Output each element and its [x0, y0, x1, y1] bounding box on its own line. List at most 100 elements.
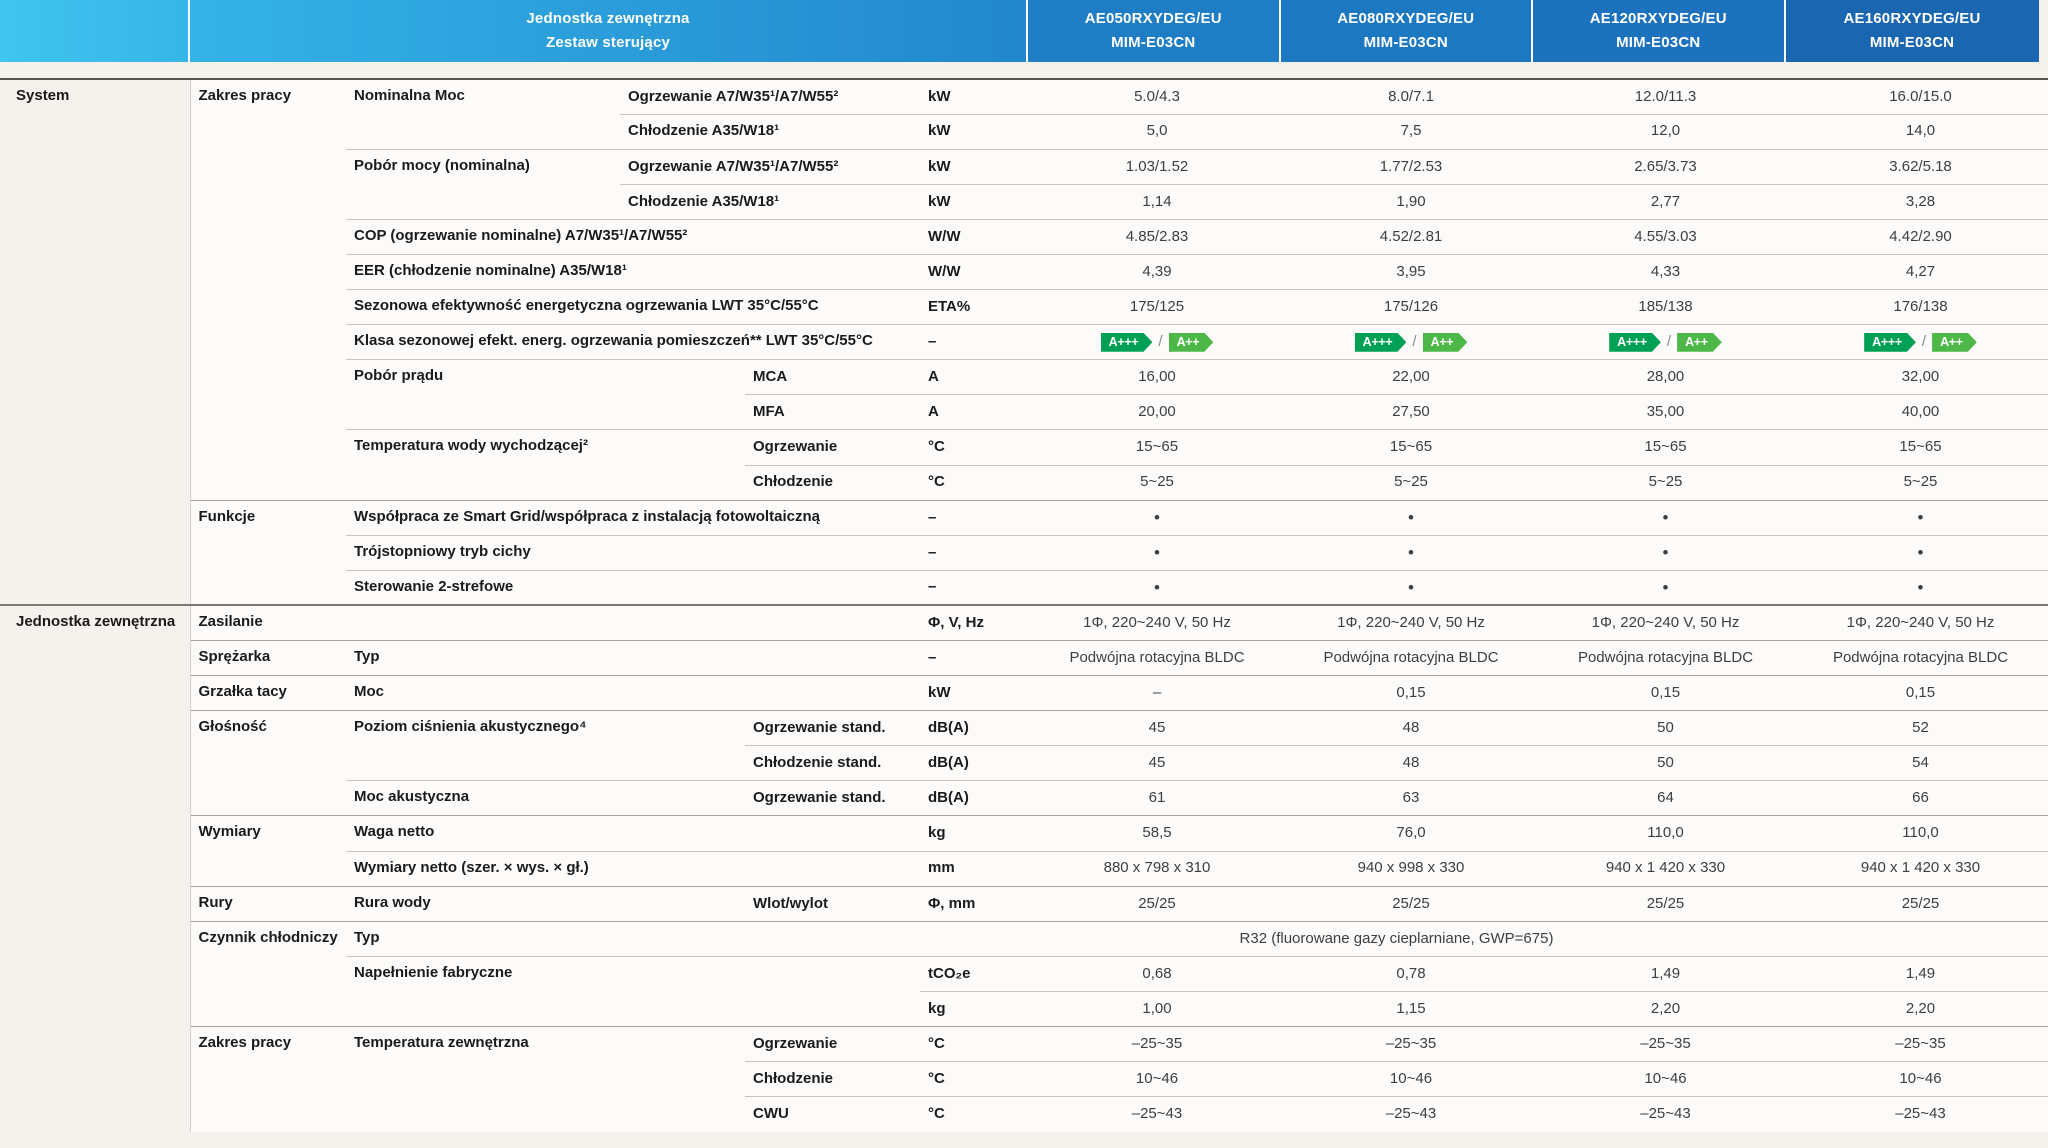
group-label-grzalka-tacy: Grzałka tacy	[190, 675, 346, 711]
spec-value: 5~25	[1284, 464, 1538, 501]
group-label-sprezarka: Sprężarka	[190, 639, 346, 676]
spec-value: 1,49	[1793, 955, 2048, 992]
spec-value: –25~35	[1030, 1026, 1284, 1062]
spec-value: 0,15	[1793, 675, 2048, 711]
energy-class-cell: A+++ / A++	[1284, 324, 1538, 360]
header-group-line1: Jednostka zewnętrzna	[526, 10, 690, 27]
spec-label-nominalna-moc: Nominalna Moc	[346, 79, 620, 150]
spec-value: 0,68	[1030, 955, 1284, 992]
unit-label: dB(A)	[920, 710, 1030, 746]
energy-class-badge-high: A+++	[1609, 333, 1661, 352]
condition-label: Ogrzewanie A7/W35¹/A7/W55²	[620, 79, 920, 115]
spec-label-tryb-cichy: Trójstopniowy tryb cichy	[346, 534, 920, 571]
spec-label-moc: Moc	[346, 675, 920, 711]
spec-value: –25~43	[1793, 1096, 2048, 1132]
spec-value: –25~35	[1284, 1026, 1538, 1062]
spec-value: 27,50	[1284, 394, 1538, 430]
group-label-rury: Rury	[190, 885, 346, 922]
spec-value: 50	[1538, 710, 1793, 746]
spec-value: –25~43	[1538, 1096, 1793, 1132]
spec-value: 25/25	[1538, 885, 1793, 922]
group-label-funkcje: Funkcje	[190, 499, 346, 606]
spec-value: 16,00	[1030, 359, 1284, 395]
product-model: AE050RXYDEG/EU	[1084, 10, 1222, 27]
condition-label: Ogrzewanie A7/W35¹/A7/W55²	[620, 148, 920, 185]
spec-value: 5.0/4.3	[1030, 79, 1284, 115]
spec-label-cop: COP (ogrzewanie nominalne) A7/W35¹/A7/W5…	[346, 218, 920, 255]
energy-class-badge-low: A++	[1932, 333, 1977, 352]
condition-label: MFA	[745, 394, 920, 430]
spec-label-temperatura-zewnetrzna: Temperatura zewnętrzna	[346, 1026, 745, 1132]
spec-value: 4,39	[1030, 253, 1284, 290]
badge-separator: /	[1158, 333, 1163, 351]
spec-label-typ: Typ	[346, 639, 920, 676]
spec-value: 16.0/15.0	[1793, 79, 2048, 115]
spec-value: 0,78	[1284, 955, 1538, 992]
spec-label-poziom-cisnienia: Poziom ciśnienia akustycznego⁴	[346, 710, 745, 781]
spec-value: 176/138	[1793, 289, 2048, 325]
unit-label: kW	[920, 113, 1030, 150]
unit-label: Φ, mm	[920, 885, 1030, 922]
condition-label: Chłodzenie	[745, 464, 920, 501]
badge-separator: /	[1412, 333, 1417, 351]
controller-model: MIM-E03CN	[1616, 34, 1701, 51]
unit-label: °C	[920, 429, 1030, 466]
spec-value: 50	[1538, 745, 1793, 781]
spec-value: 1Φ, 220~240 V, 50 Hz	[1538, 604, 1793, 641]
spec-value: 940 x 1 420 x 330	[1793, 850, 2048, 887]
refrigerant-type-value: R32 (fluorowane gazy cieplarniane, GWP=6…	[745, 920, 2048, 957]
feature-dot: •	[1538, 569, 1793, 606]
spec-label-typ-czynnika: Typ	[346, 920, 745, 957]
group-label-zakres-pracy: Zakres pracy	[190, 79, 346, 501]
group-label-czynnik-chlodniczy: Czynnik chłodniczy	[190, 920, 346, 1027]
unit-label: W/W	[920, 218, 1030, 255]
spec-value: 15~65	[1793, 429, 2048, 466]
spec-value: Podwójna rotacyjna BLDC	[1538, 639, 1793, 676]
badge-separator: /	[1921, 333, 1927, 351]
spec-value: 10~46	[1538, 1061, 1793, 1097]
energy-class-badge-low: A++	[1423, 333, 1468, 352]
spec-value: 0,15	[1284, 675, 1538, 711]
spec-value: 1Φ, 220~240 V, 50 Hz	[1284, 604, 1538, 641]
unit-label: dB(A)	[920, 780, 1030, 816]
feature-dot: •	[1538, 499, 1793, 536]
spec-value: 64	[1538, 780, 1793, 816]
section-label-jednostka-zewnetrzna: Jednostka zewnętrzna	[0, 604, 191, 1132]
spec-label-napelnienie: Napełnienie fabryczne	[346, 955, 920, 1027]
unit-label: –	[920, 499, 1030, 536]
spec-label-wymiary-netto: Wymiary netto (szer. × wys. × gł.)	[346, 850, 920, 887]
unit-label: kW	[920, 183, 1030, 220]
energy-class-cell: A+++ / A++	[1538, 324, 1793, 360]
energy-class-cell: A+++ / A++	[1793, 324, 2048, 360]
spec-value: 8.0/7.1	[1284, 79, 1538, 115]
spec-value: 35,00	[1538, 394, 1793, 430]
spec-value: 25/25	[1284, 885, 1538, 922]
condition-label: MCA	[745, 359, 920, 395]
group-label-zakres-pracy-2: Zakres pracy	[190, 1026, 346, 1132]
spec-value: 1.77/2.53	[1284, 148, 1538, 185]
spec-value: 175/125	[1030, 289, 1284, 325]
spec-label-rura-wody: Rura wody	[346, 885, 745, 922]
group-label-wymiary: Wymiary	[190, 815, 346, 887]
spec-value: 4.85/2.83	[1030, 218, 1284, 255]
spec-value: 32,00	[1793, 359, 2048, 395]
table-header: Jednostka zewnętrzna Zestaw sterujący AE…	[0, 0, 2048, 62]
product-column-header-3: AE120RXYDEG/EU MIM-E03CN	[1533, 0, 1786, 62]
spec-label-klasa: Klasa sezonowej efekt. energ. ogrzewania…	[346, 324, 920, 360]
spec-value: 10~46	[1284, 1061, 1538, 1097]
condition-label: Chłodzenie A35/W18¹	[620, 183, 920, 220]
spec-value: 3,28	[1793, 183, 2048, 220]
spec-value: 2,20	[1793, 990, 2048, 1027]
feature-dot: •	[1538, 534, 1793, 571]
spec-value: 110,0	[1793, 815, 2048, 852]
spec-label-moc-akustyczna: Moc akustyczna	[346, 780, 745, 816]
unit-label: dB(A)	[920, 745, 1030, 781]
feature-dot: •	[1284, 569, 1538, 606]
energy-class-cell: A+++ / A++	[1030, 324, 1284, 360]
unit-label: mm	[920, 850, 1030, 887]
spec-value: 1,14	[1030, 183, 1284, 220]
spec-value: 5,0	[1030, 113, 1284, 150]
unit-label: tCO₂e	[920, 955, 1030, 992]
spec-value: 1,49	[1538, 955, 1793, 992]
product-column-header-2: AE080RXYDEG/EU MIM-E03CN	[1280, 0, 1533, 62]
